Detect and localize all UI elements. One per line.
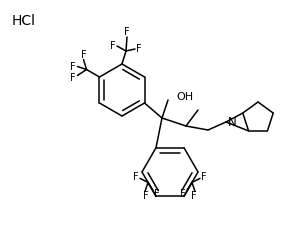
Text: F: F <box>154 189 160 199</box>
Text: N: N <box>228 115 237 128</box>
Text: OH: OH <box>176 92 193 102</box>
Text: F: F <box>191 191 197 201</box>
Text: F: F <box>133 172 139 182</box>
Text: F: F <box>70 73 75 83</box>
Text: F: F <box>136 44 142 54</box>
Text: HCl: HCl <box>12 14 36 28</box>
Text: F: F <box>81 49 86 60</box>
Text: F: F <box>201 172 207 182</box>
Text: F: F <box>110 41 116 51</box>
Text: F: F <box>124 27 130 37</box>
Text: F: F <box>143 191 149 201</box>
Text: F: F <box>70 61 75 72</box>
Text: F: F <box>180 189 186 199</box>
